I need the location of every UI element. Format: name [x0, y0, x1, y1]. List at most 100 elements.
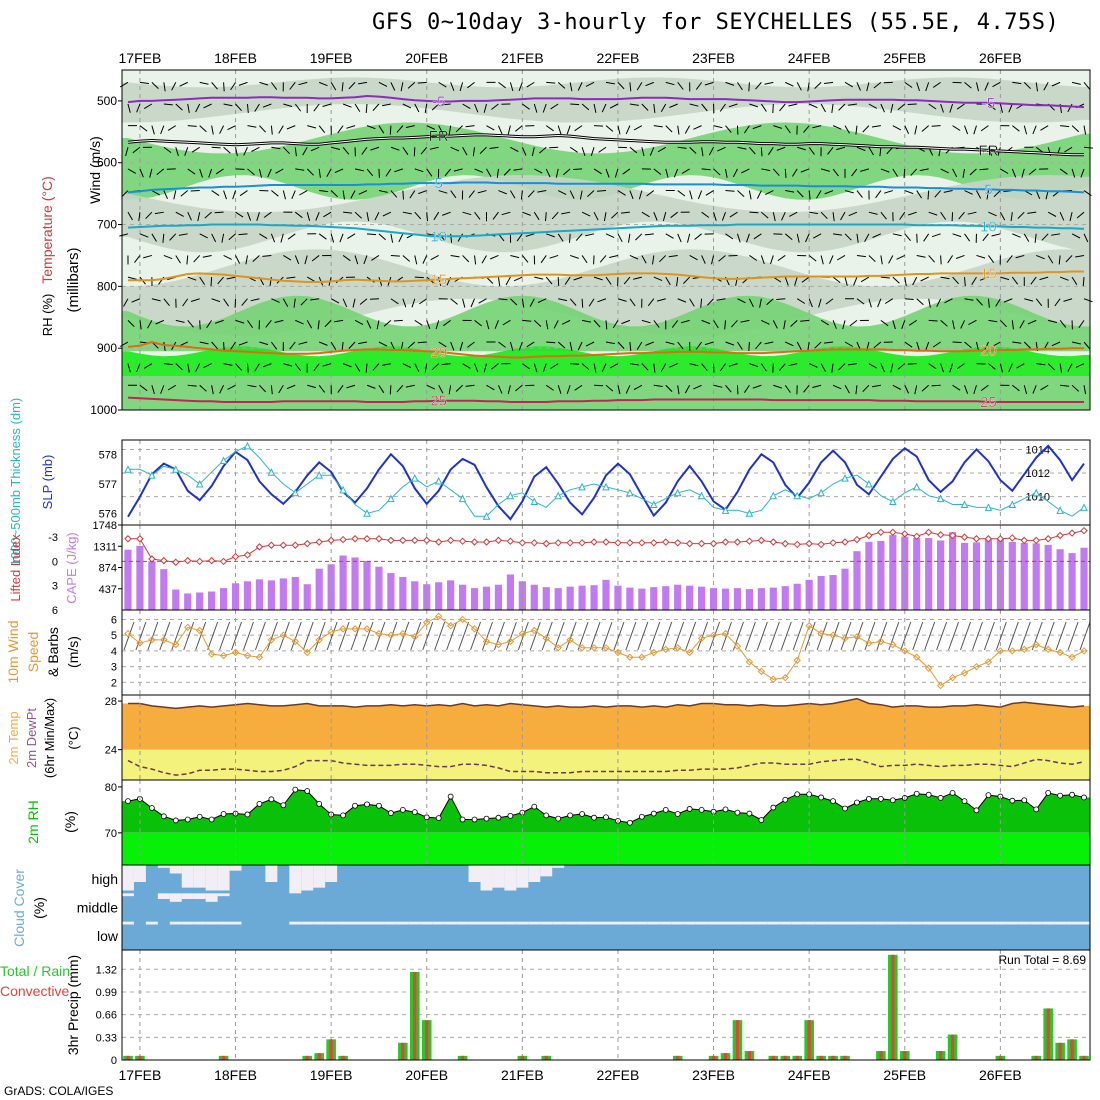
wind-barb	[346, 125, 356, 129]
li-marker	[184, 556, 192, 565]
wind-barb	[921, 384, 929, 392]
wind-barb	[239, 190, 248, 197]
wind-barb	[671, 320, 679, 328]
wind-speed-marker	[913, 653, 921, 661]
wind-barb	[385, 168, 392, 177]
wind-barb	[330, 190, 338, 198]
wind-barb	[665, 81, 675, 86]
ylabel-cloud-unit: (%)	[31, 897, 47, 919]
wind-barb	[545, 320, 549, 330]
wind-barb	[143, 363, 153, 369]
cape-bar	[184, 593, 192, 610]
wind-barb	[828, 621, 840, 651]
wind-barb	[638, 190, 643, 200]
wind-barb	[203, 363, 212, 369]
wind-barb	[390, 233, 394, 243]
wind-barb	[542, 103, 547, 113]
upper-wind-barbs	[119, 81, 1094, 395]
wind-barb	[307, 125, 317, 129]
li-marker	[339, 535, 347, 544]
wind-barb	[761, 168, 771, 172]
wind-barb	[912, 621, 924, 651]
wind-barb	[931, 125, 941, 127]
wind-barb	[179, 341, 188, 347]
rh-marker	[280, 802, 287, 809]
precip-convective-bar	[1034, 1055, 1038, 1060]
wind-barb	[764, 81, 774, 85]
wind-speed-marker	[279, 631, 288, 639]
rh-marker	[555, 815, 562, 822]
wind-barb	[695, 341, 703, 350]
wind-barb	[1071, 233, 1081, 239]
wind-barb	[684, 125, 691, 134]
wind-barb	[289, 341, 296, 350]
isotherm-line	[127, 223, 1085, 238]
wind-barb	[705, 190, 714, 196]
wind-barb	[988, 211, 997, 217]
wind-barb	[405, 384, 415, 388]
wind-barb	[431, 363, 440, 371]
wind-barb	[766, 298, 774, 306]
cloud-clear-cell	[659, 921, 672, 925]
wind-barb	[1071, 276, 1078, 285]
cloud-clear-cell	[265, 865, 278, 882]
wind-barb	[518, 82, 523, 91]
wind-barb	[550, 363, 559, 369]
wind-barb	[546, 341, 556, 344]
ylabel-2m-temp: 2m Temp	[6, 711, 21, 764]
rh-marker	[603, 814, 609, 821]
wind-barb	[1083, 146, 1094, 149]
wind-barb	[1051, 233, 1061, 236]
wind-barb	[633, 125, 643, 131]
wind-barb	[278, 125, 284, 134]
cape-bar	[291, 576, 299, 610]
wind-barb	[557, 385, 562, 394]
wind-barb	[816, 190, 822, 199]
wind-barb	[414, 211, 422, 220]
wind-barb	[570, 103, 580, 106]
wind-barb	[390, 298, 399, 305]
wind-barb	[534, 276, 544, 280]
wind-barb	[203, 103, 212, 109]
cloud-clear-cell	[862, 921, 875, 925]
wind-barb	[803, 125, 810, 133]
wind-barb	[414, 103, 420, 113]
wind-barb	[175, 103, 183, 111]
wind-barb	[601, 621, 613, 651]
wind-barb	[737, 341, 743, 350]
cape-bar	[721, 588, 730, 610]
wind-barb	[414, 363, 420, 372]
cape-bar	[626, 587, 634, 610]
ylabel-temperature: Temperature (°C)	[39, 176, 55, 284]
wind-barb	[331, 146, 341, 150]
wind-barb	[661, 621, 673, 651]
wind-barb	[178, 233, 188, 236]
rh-marker	[746, 810, 753, 817]
wind-barb	[489, 146, 499, 149]
wind-barb	[271, 190, 279, 197]
wind-barb	[287, 233, 296, 240]
wind-speed-marker	[423, 618, 431, 627]
wind-barb	[219, 621, 231, 651]
wind-barb	[804, 621, 816, 651]
wind-barb	[396, 384, 404, 393]
wind-barb	[139, 384, 148, 392]
wind-barb	[579, 190, 583, 200]
pressure-tick-label: 600	[97, 156, 117, 170]
cape-bar	[470, 588, 479, 610]
precip-convective-bar	[1082, 1055, 1086, 1060]
cloud-clear-cell	[695, 921, 708, 925]
wind-barb	[374, 211, 380, 221]
precip-convective-bar	[843, 1055, 847, 1060]
wind-barb	[186, 255, 189, 265]
wind-barb	[173, 190, 177, 200]
wind-barb	[467, 341, 475, 348]
wind-barb	[656, 298, 666, 302]
wind-barb	[736, 233, 741, 243]
wind-barb	[366, 233, 377, 236]
wind-barb	[238, 341, 248, 346]
wind-barb	[693, 125, 702, 130]
cloud-clear-cell	[850, 921, 863, 925]
wind-barb	[354, 319, 364, 326]
wind-barb	[687, 233, 691, 243]
